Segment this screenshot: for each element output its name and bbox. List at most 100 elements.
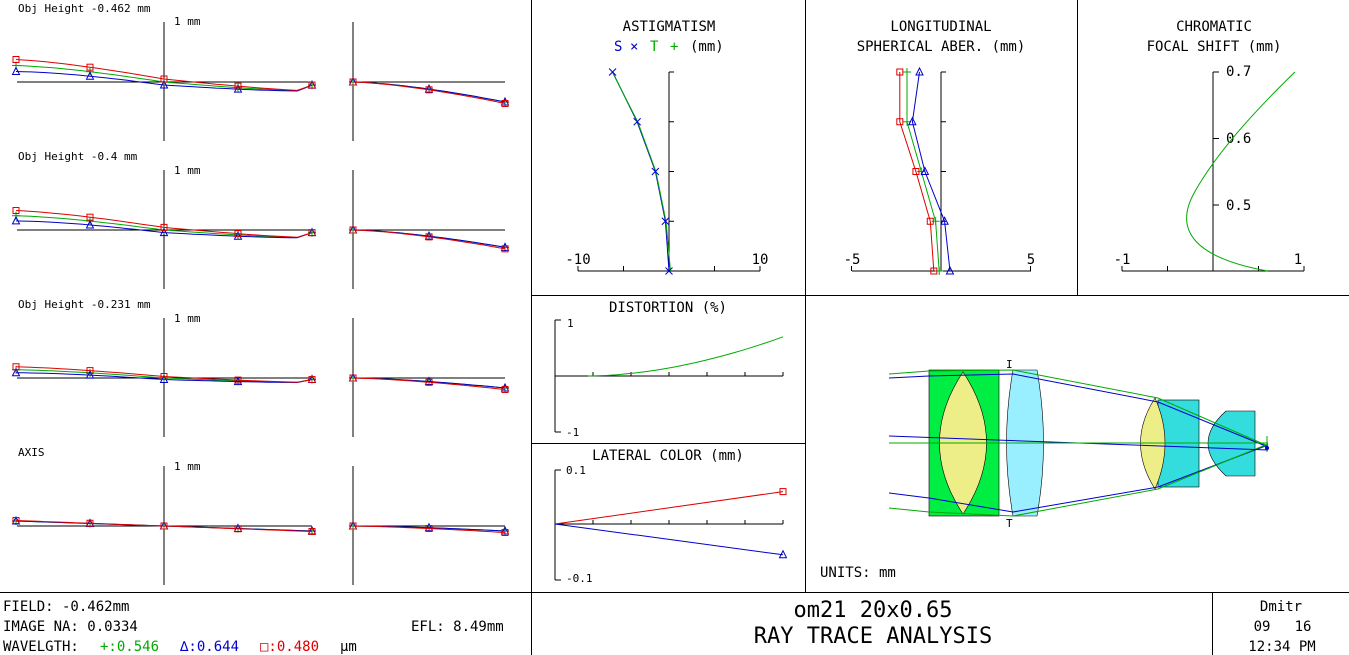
chromatic-title-line1: CHROMATIC <box>1176 19 1252 35</box>
layout-rays <box>888 369 1269 517</box>
tangential-fan-marker <box>233 231 243 240</box>
lateral-color-axes <box>554 469 784 581</box>
sagittal-fan-marker <box>424 522 434 532</box>
tangential-fan-marker <box>12 363 20 371</box>
ray-fan-row-label: Obj Height -0.462 mm <box>18 2 151 15</box>
sagittal-fan-marker <box>500 382 510 392</box>
lateral-color-y-top: 0.1 <box>566 464 586 477</box>
date-day: 16 <box>1295 619 1312 635</box>
sagittal-fan-curve <box>352 229 506 250</box>
chromatic-focal-shift-chart: CHROMATIC FOCAL SHIFT (mm) 0.7 0.6 0.5 -… <box>1114 19 1305 272</box>
chromatic-curve <box>1186 71 1296 272</box>
tangential-fan-marker <box>234 230 242 238</box>
wavelength-unit: µm <box>340 639 357 655</box>
chromatic-y-tick: 0.6 <box>1226 131 1251 147</box>
footer-info: FIELD: -0.462mm IMAGE NA: 0.0334 EFL: 8.… <box>3 598 1316 655</box>
chromatic-title-line2: FOCAL SHIFT (mm) <box>1147 39 1282 55</box>
lateral-color-marker <box>778 549 788 559</box>
spherical-title-line2: SPHERICAL ABER. (mm) <box>857 39 1026 55</box>
distortion-y-top: 1 <box>567 317 574 330</box>
chromatic-axes <box>1121 71 1305 272</box>
sagittal-fan-marker <box>349 226 357 234</box>
spherical-marker <box>896 68 904 76</box>
tangential-fan-curve <box>15 220 313 239</box>
tangential-fan-marker <box>85 369 95 379</box>
lateral-color-title: LATERAL COLOR (mm) <box>592 448 744 464</box>
spherical-marker <box>926 217 934 225</box>
sagittal-fan-curve <box>352 81 506 104</box>
tangential-fan-marker <box>12 207 20 215</box>
sagittal-fan-marker <box>501 386 509 393</box>
tangential-fan-marker <box>160 75 168 83</box>
tangential-fan-marker <box>11 66 21 75</box>
sagittal-fan-marker <box>424 376 434 386</box>
ray-fan-curves <box>11 56 510 536</box>
astigmatism-s-marker <box>665 267 673 275</box>
tangential-fan-marker <box>160 223 168 231</box>
image-na-label: IMAGE NA: 0.0334 <box>3 619 138 635</box>
units-label: UNITS: mm <box>820 565 896 581</box>
aperture-stop-label-bottom: T <box>1006 517 1013 530</box>
chromatic-y-tick: 0.7 <box>1226 64 1251 80</box>
sagittal-fan-marker <box>501 100 509 107</box>
tangential-fan-marker <box>159 79 169 89</box>
spherical-curve <box>911 71 951 272</box>
tangential-fan-marker <box>160 373 168 380</box>
tangential-fan-marker <box>308 81 316 89</box>
astigmatism-tick-right: 10 <box>752 252 769 268</box>
sagittal-fan-curve <box>352 525 506 533</box>
sagittal-fan-marker <box>349 78 357 86</box>
tangential-fan-marker <box>12 517 20 524</box>
astigmatism-axes <box>577 71 761 272</box>
distortion-chart: DISTORTION (%) 1 -1 <box>554 300 784 439</box>
tangential-fan-marker <box>234 82 242 90</box>
spherical-curves <box>896 66 955 275</box>
ray-fan-row-label: Obj Height -0.231 mm <box>18 298 151 311</box>
ray-fan-scale-label: 1 mm <box>174 312 201 325</box>
sagittal-fan-curve <box>352 377 506 390</box>
ray-fan-row-label: Obj Height -0.4 mm <box>18 150 138 163</box>
sagittal-fan-marker <box>349 522 357 530</box>
tangential-fan-curve <box>15 210 313 238</box>
astigmatism-curves <box>608 68 673 275</box>
chromatic-curves <box>1186 71 1296 272</box>
sagittal-fan-marker <box>500 242 510 251</box>
sagittal-fan-marker <box>425 86 433 94</box>
sagittal-fan-marker <box>501 245 509 253</box>
tangential-fan-marker <box>11 215 21 225</box>
distortion-title: DISTORTION (%) <box>609 300 727 316</box>
astigmatism-s-curve <box>612 71 670 272</box>
tangential-fan-marker <box>234 525 242 533</box>
astigmatism-legend-s: S <box>614 39 622 55</box>
distortion-y-bottom: -1 <box>566 426 579 439</box>
spherical-marker <box>908 116 917 126</box>
tangential-fan-marker <box>12 56 20 63</box>
astigmatism-s-marker <box>651 167 660 176</box>
efl-label: EFL: 8.49mm <box>411 619 504 635</box>
astigmatism-legend-unit: (mm) <box>690 39 724 55</box>
ray-fan-scale-label: 1 mm <box>174 15 201 28</box>
wavelength-label: WAVELGTH: <box>3 639 79 655</box>
sagittal-fan-marker <box>424 83 434 93</box>
ray-fan-row-label: AXIS <box>18 446 45 459</box>
astigmatism-legend-plus: + <box>670 39 678 55</box>
tangential-fan-marker <box>86 213 94 221</box>
ray-fan-panel: Obj Height -0.462 mm Obj Height -0.4 mm … <box>11 2 510 585</box>
distortion-curves <box>587 336 784 377</box>
lateral-color-curve-red <box>554 491 784 525</box>
spherical-marker <box>940 216 949 225</box>
tangential-fan-marker <box>234 376 242 384</box>
spherical-marker <box>912 168 920 175</box>
sagittal-fan-marker <box>500 525 510 535</box>
distortion-curve <box>587 336 784 377</box>
tangential-fan-marker <box>160 522 168 530</box>
sagittal-fan-marker <box>425 233 433 241</box>
tangential-fan-marker <box>308 528 316 535</box>
astigmatism-tick-left: -10 <box>565 252 590 268</box>
lateral-color-curves <box>554 488 788 559</box>
sagittal-fan-marker <box>501 529 509 536</box>
spherical-tick-left: -5 <box>844 252 861 268</box>
spherical-tick-right: 5 <box>1027 252 1035 268</box>
